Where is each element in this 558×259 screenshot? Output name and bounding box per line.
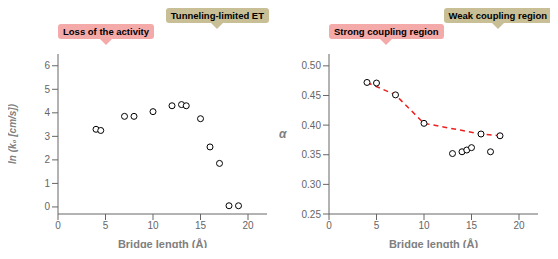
svg-text:20: 20 bbox=[513, 220, 525, 231]
svg-text:0.40: 0.40 bbox=[302, 120, 322, 131]
svg-text:15: 15 bbox=[195, 220, 207, 231]
svg-text:10: 10 bbox=[147, 220, 159, 231]
svg-text:0: 0 bbox=[55, 220, 61, 231]
svg-text:1: 1 bbox=[44, 178, 50, 189]
svg-text:3: 3 bbox=[44, 131, 50, 142]
svg-text:0.30: 0.30 bbox=[302, 179, 322, 190]
html-text:Weak coupling region: Weak coupling region bbox=[448, 10, 547, 21]
svg-text:5: 5 bbox=[44, 84, 50, 95]
svg-text:0.45: 0.45 bbox=[302, 90, 322, 101]
svg-text:15: 15 bbox=[466, 220, 478, 231]
svg-text:0.50: 0.50 bbox=[302, 60, 322, 71]
svg-text:5: 5 bbox=[374, 220, 380, 231]
html-text:Tunneling-limited ET: Tunneling-limited ET bbox=[170, 10, 264, 21]
html-text:Strong coupling region: Strong coupling region bbox=[334, 26, 439, 37]
svg-text:0: 0 bbox=[326, 220, 332, 231]
svg-text:2: 2 bbox=[44, 154, 50, 165]
svg-text:α: α bbox=[279, 127, 287, 141]
svg-text:6: 6 bbox=[44, 60, 50, 71]
svg-text:4: 4 bbox=[44, 107, 50, 118]
svg-text:0.25: 0.25 bbox=[302, 209, 322, 220]
svg-text:10: 10 bbox=[418, 220, 430, 231]
svg-text:Bridge length (Å): Bridge length (Å) bbox=[118, 238, 208, 248]
svg-text:0.35: 0.35 bbox=[302, 149, 322, 160]
svg-text:5: 5 bbox=[103, 220, 109, 231]
svg-text:0: 0 bbox=[44, 201, 50, 212]
svg-text:Bridge length (Å): Bridge length (Å) bbox=[389, 238, 479, 248]
html-text:Loss of the activity: Loss of the activity bbox=[63, 26, 150, 37]
svg-text:ln (k₀ [cm/s]): ln (k₀ [cm/s]) bbox=[8, 103, 18, 164]
svg-text:20: 20 bbox=[242, 220, 254, 231]
